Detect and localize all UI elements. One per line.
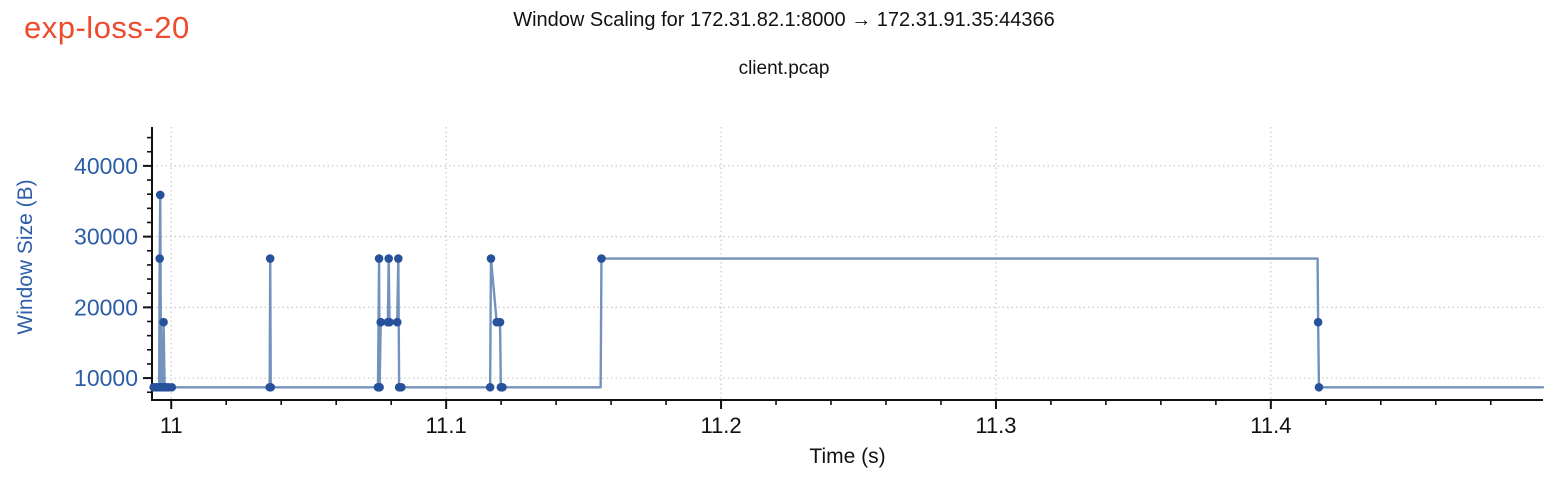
y-axis-title: Window Size (B): [14, 179, 37, 335]
x-tick-label: 11.1: [426, 413, 467, 438]
data-point-marker: [597, 254, 606, 263]
data-point-marker: [392, 317, 402, 327]
data-point-marker: [155, 254, 164, 263]
chart-subtitle: client.pcap: [738, 58, 830, 79]
data-point-marker: [1313, 317, 1323, 327]
data-point-marker: [384, 254, 393, 263]
series-line: [150, 193, 1545, 389]
data-point-marker: [375, 382, 384, 392]
data-point-marker: [397, 382, 406, 392]
gridlines: [152, 127, 1543, 400]
y-tick-label: 20000: [74, 294, 138, 320]
data-point-marker: [1314, 382, 1324, 392]
data-point-marker: [486, 254, 496, 263]
data-series: [149, 190, 1545, 392]
data-point-marker: [159, 317, 168, 327]
data-point-marker: [498, 382, 507, 392]
x-tick-label: 11.2: [700, 413, 741, 438]
data-point-marker: [155, 190, 165, 200]
y-tick-label: 40000: [74, 153, 138, 179]
x-tick-label: 11: [160, 413, 183, 438]
data-point-marker: [374, 254, 384, 263]
data-point-marker: [495, 317, 505, 327]
data-point-marker: [265, 254, 275, 263]
tick-marks: [143, 136, 1492, 409]
axes: [151, 127, 1543, 401]
tick-labels: 11 11.1 11.2 11.3 11.4 10000 20000 30000 40000: [74, 153, 1291, 438]
data-point-marker: [167, 382, 177, 392]
x-axis-title: Time (s): [809, 445, 886, 468]
data-point-marker: [385, 317, 394, 327]
data-point-marker: [266, 382, 276, 392]
x-tick-label: 11.4: [1250, 413, 1291, 438]
data-point-marker: [376, 317, 386, 327]
experiment-badge: exp-loss-20: [24, 10, 190, 45]
x-tick-label: 11.3: [975, 413, 1016, 438]
data-point-marker: [394, 254, 403, 263]
data-point-marker: [485, 382, 495, 392]
y-tick-label: 10000: [74, 365, 138, 391]
y-tick-label: 30000: [74, 224, 138, 250]
chart-title: Window Scaling for 172.31.82.1:8000 → 17…: [513, 9, 1055, 31]
